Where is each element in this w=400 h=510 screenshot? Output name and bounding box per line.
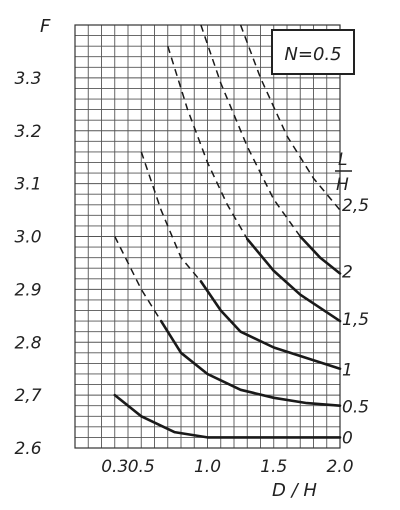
y-tick-label: 2.9 (14, 280, 41, 300)
curve-dashed-2 (200, 24, 301, 237)
x-tick-label: 0.5 (128, 457, 155, 477)
plot-frame (74, 24, 341, 449)
curve-label: 0 (342, 428, 353, 448)
y-axis-title: F (40, 16, 51, 37)
curve-label: 0.5 (342, 398, 369, 418)
annotation-text: N=0.5 (284, 44, 341, 65)
curve-label: 1 (342, 361, 353, 381)
curve-solid-2 (299, 235, 342, 275)
x-tick-label: 0.3 (101, 457, 128, 477)
curve-dashed-0.5 (114, 236, 162, 322)
tick-labels: 2.6 2,7 2.8 2.9 3.0 3.1 3.2 3.3 0.3 0.5 1.0 1.5 2.0 (14, 69, 353, 477)
annotation-box (271, 29, 355, 75)
curve-dashed-2.5 (239, 24, 341, 211)
x-tick-label: 1.0 (194, 457, 221, 477)
curve-solid-1.5 (246, 237, 342, 323)
x-tick-label: 2.0 (326, 457, 353, 477)
curve-label: 2 (342, 263, 353, 283)
y-tick-label: 3.1 (14, 175, 41, 195)
curve-dashed-1.5 (167, 45, 248, 240)
y-tick-label: 2.8 (14, 333, 41, 353)
curve-label: 2,5 (342, 196, 369, 216)
y-tick-label: 2,7 (14, 386, 41, 406)
x-axis-title: D / H (272, 480, 317, 501)
curve-solid-0.5 (159, 319, 342, 407)
curve-labels: 0 0.5 1 1,5 2 2,5 (342, 196, 369, 448)
x-tick-label: 1.5 (260, 457, 287, 477)
y-tick-label: 3.3 (14, 69, 41, 89)
curve-solid-1 (199, 280, 342, 370)
curve-label: 1,5 (342, 310, 369, 330)
curve-solid-0 (113, 393, 342, 439)
curve-dashed-1 (140, 151, 202, 282)
y-tick-label: 2.6 (14, 439, 41, 459)
y-tick-label: 3.2 (14, 122, 41, 142)
y-tick-label: 3.0 (14, 228, 41, 248)
curves (113, 24, 342, 439)
legend-title-top: L (338, 150, 347, 170)
legend-title-bottom: H (336, 175, 349, 195)
